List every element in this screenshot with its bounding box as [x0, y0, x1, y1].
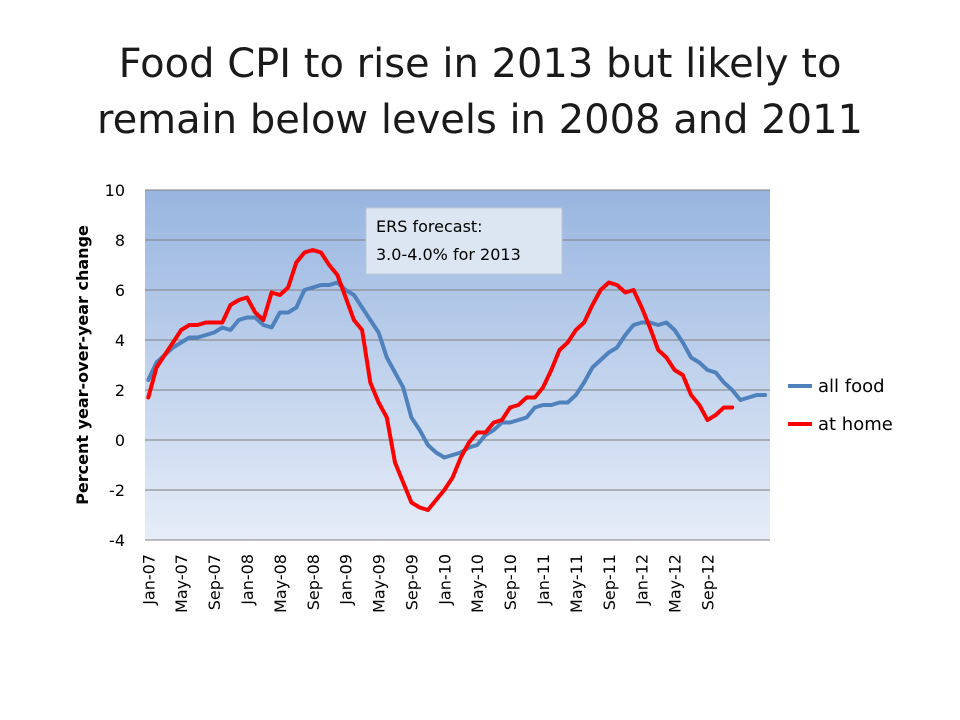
series-lines	[146, 248, 768, 512]
series-line-all-food	[146, 280, 768, 460]
y-axis-label: Percent year-over-year change	[73, 225, 92, 505]
annotation-box	[365, 207, 563, 275]
y-tick-label: 0	[115, 431, 125, 450]
series-line-at-home	[146, 248, 735, 512]
y-tick-label: -4	[109, 531, 125, 550]
x-tick-label: Jan-11	[534, 554, 553, 606]
legend: all food at home	[788, 376, 893, 435]
y-tick-label: 8	[115, 231, 125, 250]
x-tick-label: May-10	[468, 554, 487, 613]
y-tick-label: 6	[115, 281, 125, 300]
title-line-2: remain below levels in 2008 and 2011	[97, 97, 863, 143]
forecast-annotation: ERS forecast: 3.0-4.0% for 2013	[365, 207, 563, 275]
x-tick-label: Sep-10	[501, 554, 520, 610]
x-tick-label: Jan-08	[238, 554, 257, 606]
legend-label: all food	[818, 376, 885, 397]
x-tick-label: May-07	[172, 554, 191, 613]
slide-title: Food CPI to rise in 2013 but likely to r…	[40, 36, 920, 148]
x-tick-label: May-08	[271, 554, 290, 613]
y-tick-label: -2	[109, 481, 125, 500]
title-line-1: Food CPI to rise in 2013 but likely to	[118, 41, 842, 87]
x-tick-label: Jan-09	[337, 554, 356, 606]
x-tick-label: Jan-07	[139, 554, 158, 606]
x-tick-label: Sep-07	[205, 554, 224, 610]
gridlines	[145, 189, 770, 541]
x-tick-label: Sep-12	[699, 554, 718, 610]
y-tick-label: 10	[105, 181, 125, 200]
x-axis-ticks: Jan-07 May-07 Sep-07 Jan-08 May-08 Sep-08 Jan-…	[139, 554, 717, 613]
x-tick-label: Jan-12	[633, 554, 652, 606]
legend-label: at home	[818, 414, 893, 435]
x-tick-label: May-09	[370, 554, 389, 613]
x-tick-label: May-11	[567, 554, 586, 613]
annotation-line-1: ERS forecast:	[376, 217, 483, 236]
x-tick-label: Sep-08	[304, 554, 323, 610]
y-axis-ticks: 10 8 6 4 2 0 -2 -4	[105, 181, 125, 550]
y-tick-label: 4	[115, 331, 125, 350]
x-tick-label: May-12	[666, 554, 685, 613]
annotation-line-2: 3.0-4.0% for 2013	[376, 245, 521, 264]
x-tick-label: Sep-09	[402, 554, 421, 610]
y-tick-label: 2	[115, 381, 125, 400]
x-tick-label: Jan-10	[435, 554, 454, 606]
x-tick-label: Sep-11	[600, 554, 619, 610]
